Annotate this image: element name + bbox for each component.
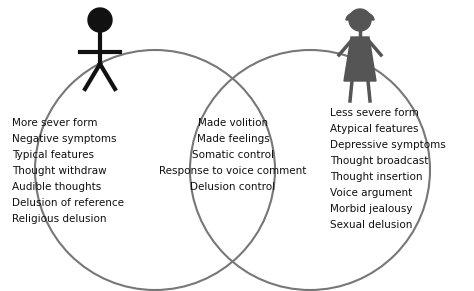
Text: Less severe form: Less severe form <box>330 108 419 118</box>
Text: Voice argument: Voice argument <box>330 188 412 198</box>
Text: More sever form: More sever form <box>12 118 98 128</box>
Circle shape <box>349 9 371 31</box>
Text: Typical features: Typical features <box>12 150 94 160</box>
Text: Delusion of reference: Delusion of reference <box>12 198 124 208</box>
Text: Thought insertion: Thought insertion <box>330 172 422 182</box>
Text: Delusion control: Delusion control <box>191 182 275 192</box>
Circle shape <box>88 8 112 32</box>
Text: Somatic control: Somatic control <box>192 150 274 160</box>
Text: Negative symptoms: Negative symptoms <box>12 134 117 144</box>
Text: Thought broadcast: Thought broadcast <box>330 156 428 166</box>
Text: Made feelings: Made feelings <box>197 134 269 144</box>
Text: Atypical features: Atypical features <box>330 124 419 134</box>
Text: Religious delusion: Religious delusion <box>12 214 107 224</box>
Text: Sexual delusion: Sexual delusion <box>330 220 412 230</box>
Text: Response to voice comment: Response to voice comment <box>159 166 307 176</box>
Text: Audible thoughts: Audible thoughts <box>12 182 101 192</box>
Text: Thought withdraw: Thought withdraw <box>12 166 107 176</box>
Text: Depressive symptoms: Depressive symptoms <box>330 140 446 150</box>
Text: Morbid jealousy: Morbid jealousy <box>330 204 412 214</box>
Polygon shape <box>344 37 376 81</box>
Polygon shape <box>346 12 374 20</box>
Text: Made volition: Made volition <box>198 118 268 128</box>
